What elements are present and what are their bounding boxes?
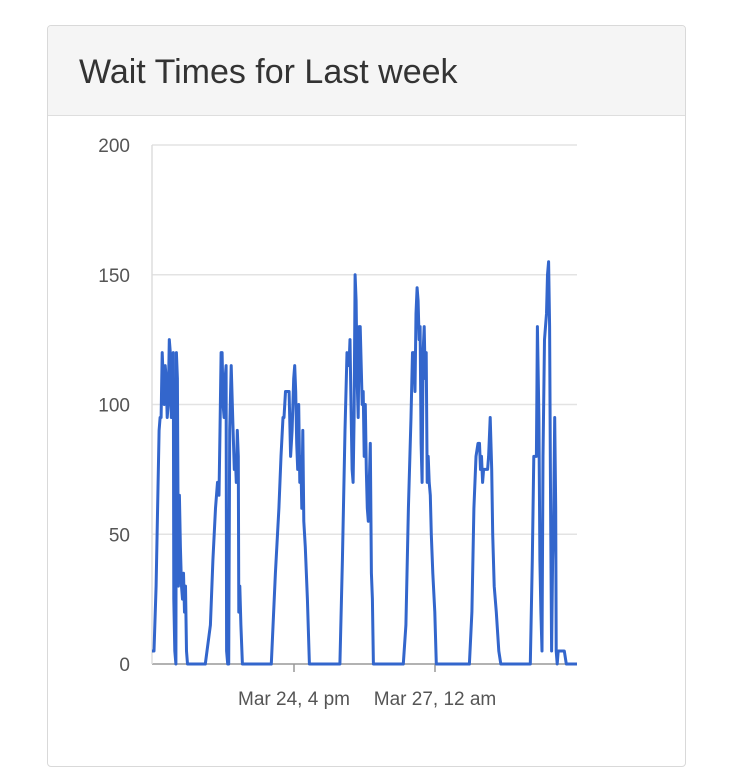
y-tick-label: 100 <box>98 396 130 417</box>
card-header: Wait Times for Last week <box>48 26 685 116</box>
y-tick-label: 150 <box>98 266 130 287</box>
chart-title: Wait Times for Last week <box>79 53 458 91</box>
x-tick-label: Mar 24, 4 pm <box>238 689 350 710</box>
wait-times-line-chart: 0 50 100 150 200 Mar 24, 4 pm Mar 27, 12 am <box>98 136 577 710</box>
y-tick-label: 0 <box>119 655 130 676</box>
chart-card: Wait Times for Last week 0 50 100 150 200 Mar… <box>47 25 686 767</box>
y-tick-label: 50 <box>109 525 130 546</box>
series-line <box>152 260 577 666</box>
y-tick-label: 200 <box>98 136 130 157</box>
x-tick-label: Mar 27, 12 am <box>374 689 497 710</box>
